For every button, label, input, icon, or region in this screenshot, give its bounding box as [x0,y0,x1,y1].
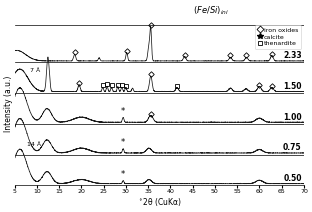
Text: 1.50: 1.50 [283,82,302,91]
Text: 2.33: 2.33 [283,51,302,60]
Text: 0.50: 0.50 [283,174,302,183]
Y-axis label: Intensity (a.u.): Intensity (a.u.) [4,75,13,132]
Text: 7 Å: 7 Å [30,68,40,73]
Text: *: * [121,138,125,147]
Text: 14 Å: 14 Å [27,142,41,147]
Legend: iron oxides, calcite, thenardite: iron oxides, calcite, thenardite [255,25,301,49]
Text: *: * [121,107,125,116]
X-axis label: $^\circ$2θ (CuKα): $^\circ$2θ (CuKα) [137,196,182,208]
Text: *: * [121,170,125,179]
Text: $(Fe/Si)_{ini}$: $(Fe/Si)_{ini}$ [193,4,229,17]
Text: 1.00: 1.00 [283,113,302,121]
Text: 0.75: 0.75 [283,143,302,152]
